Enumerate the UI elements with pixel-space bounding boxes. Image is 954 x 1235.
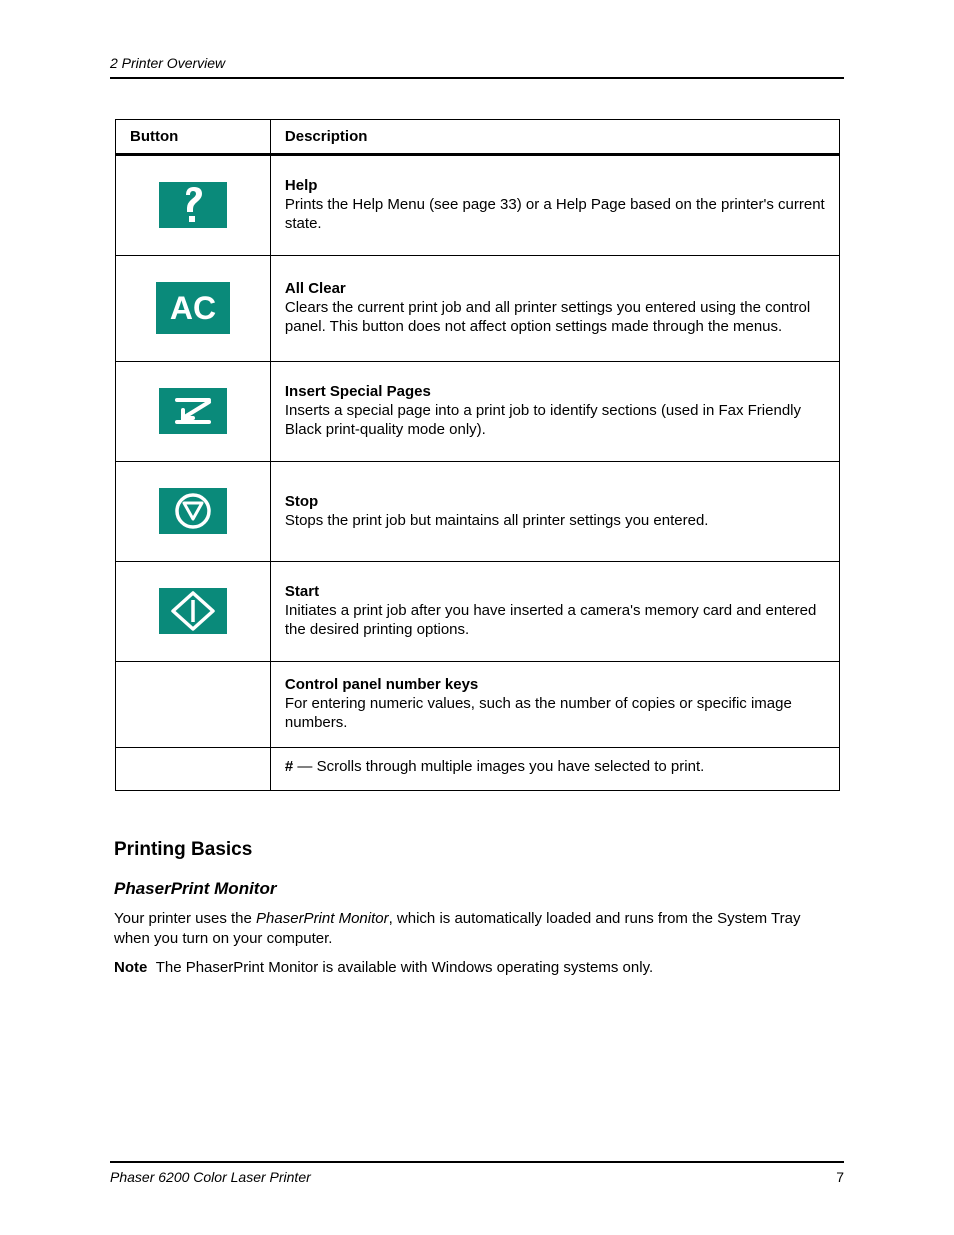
all-clear-icon: AC	[156, 282, 230, 334]
row-combined: # — Scrolls through multiple images you …	[285, 758, 825, 777]
header-rule	[110, 77, 844, 79]
row-title: Start	[285, 583, 825, 600]
button-cell	[116, 462, 271, 562]
button-cell-empty	[116, 662, 271, 748]
row-body: Clears the current print job and all pri…	[285, 299, 825, 337]
column-header-button: Button	[116, 120, 271, 155]
description-cell: Start Initiates a print job after you ha…	[270, 562, 839, 662]
page-footer: Phaser 6200 Color Laser Printer 7	[110, 1161, 844, 1185]
row-title: #	[285, 758, 293, 775]
section-subtitle: PhaserPrint Monitor	[114, 879, 844, 899]
section-note: Note The PhaserPrint Monitor is availabl…	[114, 958, 839, 978]
row-body: Inserts a special page into a print job …	[285, 402, 825, 440]
svg-text:AC: AC	[170, 290, 216, 326]
row-body: Initiates a print job after you have ins…	[285, 602, 825, 640]
description-cell: All Clear Clears the current print job a…	[270, 256, 839, 362]
footer-rule	[110, 1161, 844, 1163]
question-icon	[159, 182, 227, 228]
description-cell: # — Scrolls through multiple images you …	[270, 747, 839, 791]
note-body: The PhaserPrint Monitor is available wit…	[156, 959, 653, 976]
row-body: Prints the Help Menu (see page 33) or a …	[285, 196, 825, 234]
button-cell	[116, 155, 271, 256]
section-title: Printing Basics	[114, 839, 844, 861]
column-header-description: Description	[270, 120, 839, 155]
row-title: Control panel number keys	[285, 676, 825, 693]
table-row: Help Prints the Help Menu (see page 33) …	[116, 155, 840, 256]
description-cell: Insert Special Pages Inserts a special p…	[270, 362, 839, 462]
button-cell	[116, 562, 271, 662]
stop-icon	[159, 488, 227, 534]
description-cell: Stop Stops the print job but maintains a…	[270, 462, 839, 562]
row-title: Stop	[285, 493, 825, 510]
insert-page-icon	[159, 388, 227, 434]
table-row: Control panel number keys For entering n…	[116, 662, 840, 748]
description-cell: Control panel number keys For entering n…	[270, 662, 839, 748]
table-header-row: Button Description	[116, 120, 840, 155]
buttons-table: Button Description	[115, 119, 840, 791]
section-paragraph: Your printer uses the PhaserPrint Monito…	[114, 909, 839, 948]
footer-product-name: Phaser 6200 Color Laser Printer	[110, 1169, 311, 1185]
row-title: All Clear	[285, 280, 825, 297]
button-cell-empty	[116, 747, 271, 791]
button-cell	[116, 362, 271, 462]
table-row: Insert Special Pages Inserts a special p…	[116, 362, 840, 462]
table-row: # — Scrolls through multiple images you …	[116, 747, 840, 791]
row-body: For entering numeric values, such as the…	[285, 695, 825, 733]
table-row: Start Initiates a print job after you ha…	[116, 562, 840, 662]
start-icon	[159, 588, 227, 634]
page: 2 Printer Overview Button Description	[0, 0, 954, 1235]
footer-page-number: 7	[836, 1169, 844, 1185]
row-title: Insert Special Pages	[285, 383, 825, 400]
row-title: Help	[285, 177, 825, 194]
table-row: AC All Clear Clears the current print jo…	[116, 256, 840, 362]
row-body: Scrolls through multiple images you have…	[317, 758, 705, 775]
row-body: Stops the print job but maintains all pr…	[285, 512, 825, 531]
note-lead: Note	[114, 959, 147, 976]
table-row: Stop Stops the print job but maintains a…	[116, 462, 840, 562]
description-cell: Help Prints the Help Menu (see page 33) …	[270, 155, 839, 256]
button-cell: AC	[116, 256, 271, 362]
running-header: 2 Printer Overview	[110, 55, 844, 71]
